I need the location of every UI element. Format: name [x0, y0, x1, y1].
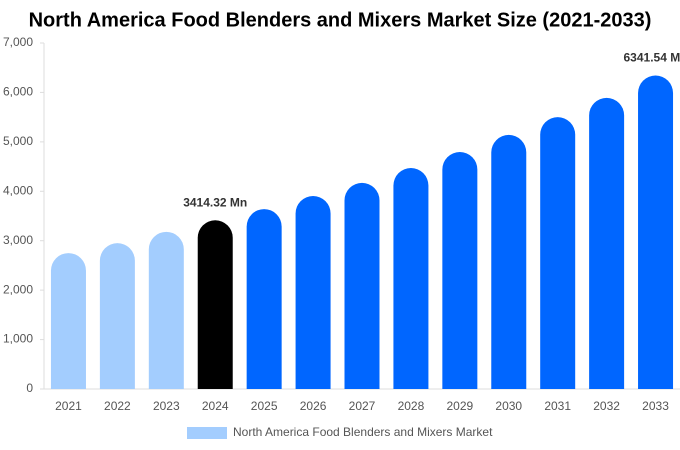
bar: [344, 182, 380, 389]
x-tick-label: 2022: [104, 399, 131, 413]
bar: [638, 75, 674, 389]
y-tick-label: 6,000: [3, 85, 33, 99]
bar: [148, 231, 184, 389]
bar: [99, 243, 135, 389]
x-tick-label: 2031: [544, 399, 571, 413]
bar: [50, 253, 86, 389]
value-label: 3414.32 Mn: [183, 195, 247, 209]
x-tick-label: 2029: [446, 399, 473, 413]
chart-title: North America Food Blenders and Mixers M…: [29, 9, 652, 31]
legend-label: North America Food Blenders and Mixers M…: [233, 425, 493, 439]
y-tick-label: 7,000: [3, 35, 33, 49]
bar: [197, 220, 233, 389]
x-tick-label: 2030: [495, 399, 522, 413]
x-tick-label: 2032: [593, 399, 620, 413]
bar: [540, 117, 576, 389]
x-tick-label: 2023: [153, 399, 180, 413]
y-tick-label: 1,000: [3, 332, 33, 346]
bar: [246, 209, 282, 389]
bar: [295, 195, 331, 389]
bar: [491, 134, 527, 389]
x-tick-label: 2025: [251, 399, 278, 413]
y-tick-label: 3,000: [3, 233, 33, 247]
x-tick-label: 2026: [300, 399, 327, 413]
y-tick-label: 2,000: [3, 282, 33, 296]
bar: [442, 151, 478, 389]
x-tick-label: 2024: [202, 399, 229, 413]
y-tick-label: 0: [26, 381, 33, 395]
x-tick-label: 2021: [55, 399, 82, 413]
x-tick-label: 2033: [642, 399, 669, 413]
x-tick-label: 2027: [349, 399, 376, 413]
y-tick-label: 5,000: [3, 134, 33, 148]
x-tick-label: 2028: [398, 399, 425, 413]
y-tick-label: 4,000: [3, 183, 33, 197]
value-label: 6341.54 Mn: [624, 51, 680, 65]
legend-swatch: [187, 427, 227, 439]
bar: [589, 97, 625, 389]
bar: [393, 168, 429, 389]
